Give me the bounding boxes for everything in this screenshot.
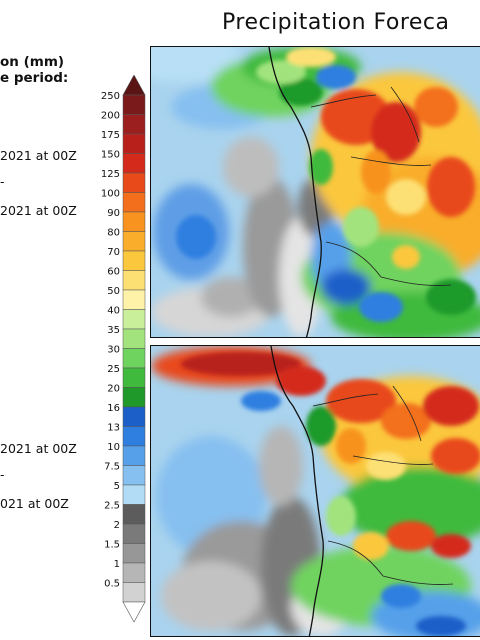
- colorbar-swatch: [122, 270, 146, 291]
- colorbar-tick-label: 16: [107, 403, 120, 414]
- colorbar-tick-label: 1: [114, 559, 120, 570]
- colorbar-swatch: [122, 172, 146, 193]
- colorbar-tick-label: 7.5: [104, 462, 120, 473]
- map-title: Precipitation Foreca: [222, 10, 450, 35]
- colorbar-swatch: [122, 387, 146, 408]
- bottom-period-dash: -: [0, 467, 5, 482]
- precipitation-map-bottom: [151, 346, 480, 636]
- colorbar-swatch: [122, 231, 146, 252]
- colorbar-swatch: [122, 426, 146, 447]
- colorbar-tick-label: 20: [107, 384, 120, 395]
- colorbar-swatch: [122, 465, 146, 486]
- colorbar-swatch: [122, 367, 146, 388]
- colorbar-tick-label: 80: [107, 228, 120, 239]
- colorbar-tick-label: 40: [107, 306, 120, 317]
- colorbar-swatch: [122, 406, 146, 427]
- colorbar-tick-label: 0.5: [104, 579, 120, 590]
- colorbar-graphic: 2502001751501251009080706050403530252016…: [101, 74, 146, 623]
- colorbar-swatch: [122, 133, 146, 154]
- colorbar-tick-label: 250: [101, 91, 120, 102]
- top-period-start: 2021 at 00Z: [0, 148, 77, 163]
- colorbar-min-arrow: [122, 601, 146, 623]
- colorbar-swatch: [122, 582, 146, 603]
- top-period-dash: -: [0, 174, 5, 189]
- colorbar-swatch: [122, 309, 146, 330]
- colorbar-swatch: [122, 153, 146, 174]
- colorbar-tick-label: 125: [101, 169, 120, 180]
- colorbar-tick-label: 50: [107, 286, 120, 297]
- colorbar-swatch: [122, 348, 146, 369]
- precipitation-map-top: [151, 47, 480, 337]
- colorbar-tick-label: 2: [114, 520, 120, 531]
- colorbar-swatch: [122, 445, 146, 466]
- colorbar-tick-label: 150: [101, 150, 120, 161]
- top-period-end: 2021 at 00Z: [0, 203, 77, 218]
- colorbar-swatch: [122, 543, 146, 564]
- colorbar-tick-label: 1.5: [104, 540, 120, 551]
- colorbar-tick-label: 200: [101, 111, 120, 122]
- colorbar-tick-label: 5: [114, 481, 120, 492]
- colorbar-swatch: [122, 562, 146, 583]
- colorbar-tick-label: 13: [107, 423, 120, 434]
- bottom-period-end: 021 at 00Z: [0, 496, 69, 511]
- colorbar-swatch: [122, 211, 146, 232]
- colorbar-swatch: [122, 484, 146, 505]
- colorbar: 250 200 175 150 125 100 90 80 70 60 50 40 35 30 25 20 16…: [90, 74, 150, 625]
- colorbar-swatch: [122, 523, 146, 544]
- colorbar-tick-label: 25: [107, 364, 120, 375]
- colorbar-swatch: [122, 504, 146, 525]
- colorbar-swatch: [122, 192, 146, 213]
- legend-heading-line2: e period:: [0, 70, 69, 86]
- colorbar-max-arrow: [122, 74, 146, 96]
- colorbar-tick-label: 10: [107, 442, 120, 453]
- colorbar-tick-label: 60: [107, 267, 120, 278]
- colorbar-swatch: [122, 289, 146, 310]
- map-panel-top: [150, 46, 480, 338]
- colorbar-tick-label: 35: [107, 325, 120, 336]
- colorbar-swatch: [122, 328, 146, 349]
- colorbar-tick-label: 2.5: [104, 501, 120, 512]
- colorbar-tick-label: 30: [107, 345, 120, 356]
- colorbar-tick-label: 70: [107, 247, 120, 258]
- colorbar-swatch: [122, 94, 146, 115]
- colorbar-swatch: [122, 250, 146, 271]
- map-panel-bottom: [150, 345, 480, 637]
- colorbar-tick-label: 90: [107, 208, 120, 219]
- legend-heading-line1: on (mm): [0, 54, 65, 70]
- colorbar-tick-label: 175: [101, 130, 120, 141]
- colorbar-swatch: [122, 114, 146, 135]
- colorbar-tick-label: 100: [101, 189, 120, 200]
- bottom-period-start: 2021 at 00Z: [0, 441, 77, 456]
